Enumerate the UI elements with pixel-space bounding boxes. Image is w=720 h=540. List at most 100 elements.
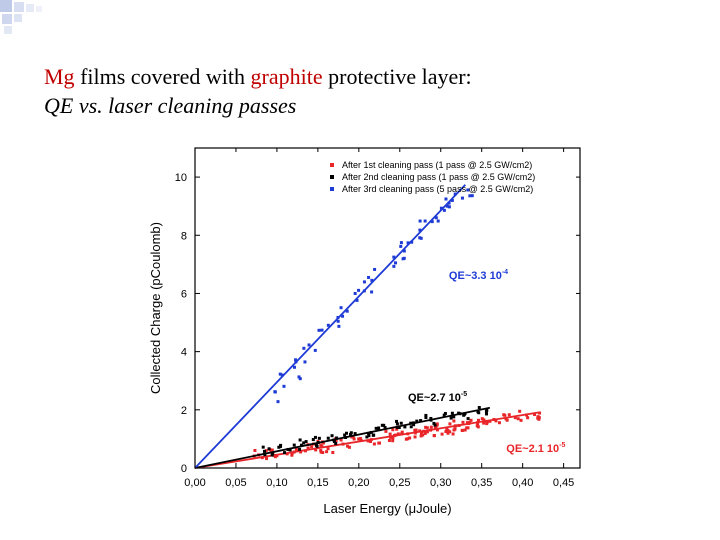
- y-tick-label: 10: [175, 172, 187, 184]
- data-point: [447, 205, 451, 209]
- y-axis-label: Collected Charge (pCoulomb): [148, 222, 163, 394]
- data-point: [429, 416, 433, 420]
- data-point: [400, 430, 404, 434]
- data-point: [355, 298, 359, 302]
- data-point: [377, 441, 381, 445]
- slide-title: Mg films covered with graphite protectiv…: [44, 62, 472, 120]
- data-point: [314, 448, 318, 452]
- y-tick-label: 0: [181, 463, 187, 475]
- data-point: [396, 432, 400, 436]
- data-point: [330, 434, 334, 438]
- data-point: [452, 419, 456, 423]
- data-point: [344, 431, 348, 435]
- legend-entry: After 3rd cleaning pass (5 pass @ 2.5 GW…: [342, 184, 533, 194]
- x-tick-label: 0,25: [389, 477, 410, 489]
- data-point: [415, 419, 419, 423]
- data-point: [451, 432, 455, 436]
- data-point: [321, 451, 325, 455]
- data-point: [392, 255, 396, 259]
- data-point: [503, 413, 507, 417]
- data-point: [406, 437, 410, 441]
- data-point: [277, 445, 281, 449]
- data-point: [434, 425, 438, 429]
- data-point: [484, 409, 488, 413]
- data-point: [262, 449, 266, 453]
- data-point: [424, 413, 428, 417]
- x-tick-label: 0,00: [184, 477, 205, 489]
- data-point: [275, 454, 279, 458]
- data-point: [334, 439, 338, 443]
- data-point: [423, 431, 427, 435]
- data-point: [292, 365, 296, 369]
- data-point: [253, 448, 257, 452]
- data-point: [436, 219, 440, 223]
- data-point: [302, 346, 306, 350]
- data-point: [282, 384, 286, 388]
- data-point: [468, 194, 472, 198]
- data-point: [298, 447, 302, 451]
- qe-annotation-exponent: -4: [502, 269, 508, 276]
- data-point: [349, 431, 353, 435]
- data-point: [339, 306, 343, 310]
- data-point: [325, 450, 329, 454]
- data-point: [358, 437, 362, 441]
- data-point: [298, 377, 302, 381]
- legend-marker: [330, 187, 334, 191]
- data-point: [320, 444, 324, 448]
- x-tick-label: 0,05: [225, 477, 246, 489]
- data-point: [303, 360, 307, 364]
- data-point: [304, 440, 308, 444]
- data-point: [442, 413, 446, 417]
- data-point: [434, 216, 438, 220]
- data-point: [443, 411, 447, 415]
- data-point: [465, 421, 469, 425]
- data-point: [331, 450, 335, 454]
- data-point: [538, 411, 542, 415]
- data-point: [466, 188, 470, 192]
- qe-annotation-text: QE~3.3 10: [449, 270, 502, 282]
- data-point: [294, 358, 298, 362]
- data-point: [460, 429, 464, 433]
- data-point: [423, 219, 427, 223]
- data-point: [537, 416, 541, 420]
- data-point: [264, 449, 268, 453]
- data-point: [453, 427, 457, 431]
- y-tick-label: 6: [181, 288, 187, 300]
- data-point: [367, 434, 371, 438]
- data-point: [276, 400, 280, 404]
- data-point: [376, 427, 380, 431]
- data-point: [345, 309, 349, 313]
- data-point: [367, 275, 371, 279]
- data-point: [278, 372, 282, 376]
- data-point: [384, 429, 388, 433]
- data-point: [317, 328, 321, 332]
- x-tick-label: 0,40: [512, 477, 533, 489]
- data-point: [374, 426, 378, 430]
- data-point: [408, 436, 412, 440]
- data-point: [406, 241, 410, 245]
- x-tick-label: 0,30: [430, 477, 451, 489]
- data-point: [463, 428, 467, 432]
- data-point: [533, 412, 537, 416]
- data-point: [297, 375, 301, 379]
- series-2: [194, 406, 491, 469]
- data-point: [397, 426, 401, 430]
- data-point: [444, 197, 448, 201]
- data-point: [419, 419, 423, 423]
- data-point: [516, 417, 520, 421]
- data-point: [347, 445, 351, 449]
- data-point: [453, 192, 457, 196]
- data-point: [424, 425, 428, 429]
- data-point: [337, 324, 341, 328]
- data-point: [419, 431, 423, 435]
- data-point: [370, 278, 374, 282]
- legend-entry: After 2nd cleaning pass (1 pass @ 2.5 GW…: [342, 172, 535, 182]
- data-point: [460, 196, 464, 200]
- data-point: [273, 390, 277, 394]
- data-point: [387, 438, 391, 442]
- data-point: [466, 417, 470, 421]
- data-point: [507, 413, 511, 417]
- data-point: [343, 433, 347, 437]
- data-point: [450, 198, 454, 202]
- x-axis-label: Laser Energy (μJoule): [323, 501, 451, 516]
